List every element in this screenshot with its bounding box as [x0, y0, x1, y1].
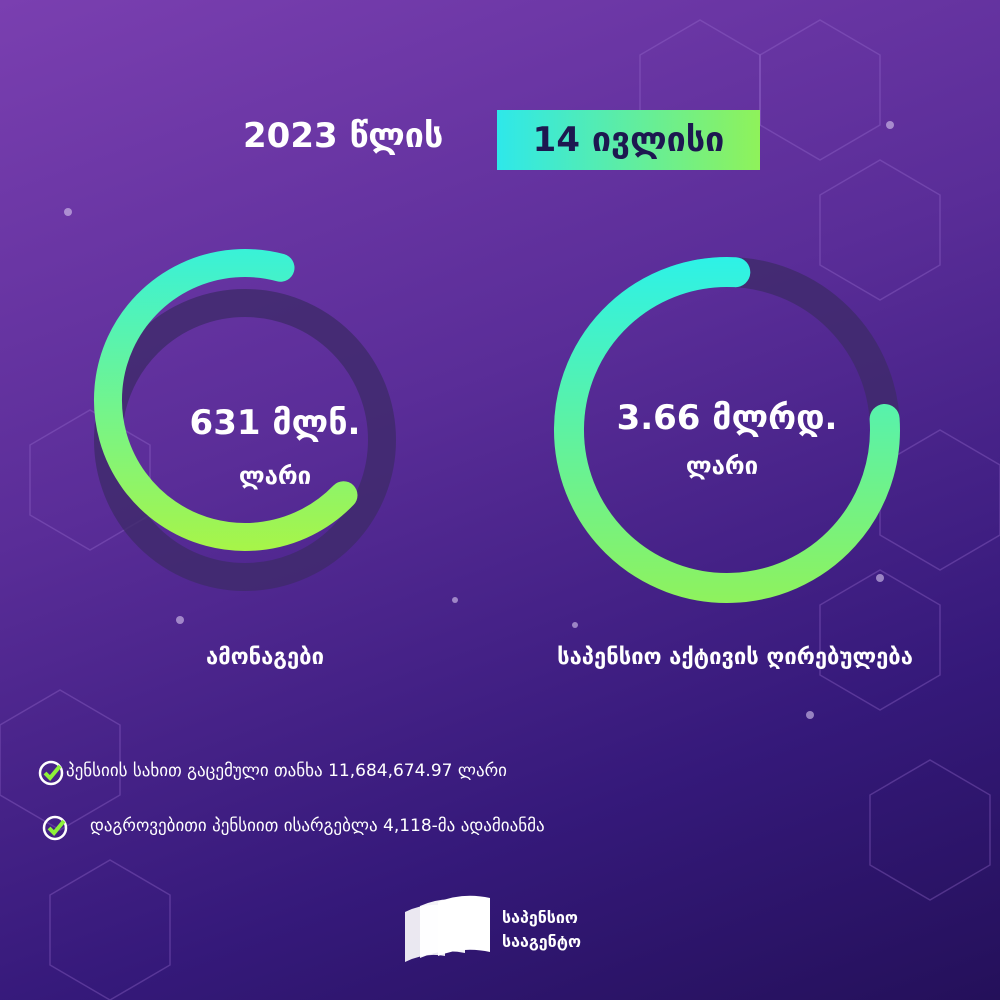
date-highlight: 14 ივლისი: [497, 110, 760, 170]
ring-currency: ლარი: [238, 462, 312, 490]
ring-currency: ლარი: [685, 452, 759, 480]
ring-amount: 631 მლნ.: [189, 403, 361, 443]
dots: [64, 121, 894, 719]
ring-amount: 3.66 მლრდ.: [616, 398, 838, 438]
logo-line: სააგენტო: [502, 932, 581, 951]
date-text: 14 ივლისი: [532, 120, 725, 160]
ring-progress: [554, 256, 900, 603]
logo-icon: [405, 895, 490, 962]
ring-label: საპენსიო აქტივის ღირებულება: [557, 645, 913, 670]
check-icon: [42, 815, 68, 841]
title-year: 2023 წლის: [243, 116, 444, 156]
bullet-text: დაგროვებითი პენსიით ისარგებლა 4,118-მა ა…: [90, 816, 545, 836]
logo-line: საპენსიო: [502, 908, 578, 927]
bullet-text: პენსიის სახით გაცემული თანხა 11,684,674.…: [66, 761, 507, 781]
check-icon: [38, 760, 64, 786]
hexagons: [0, 19, 1000, 1000]
ring-progress: [93, 249, 358, 551]
ring-label: ამონაგები: [206, 645, 324, 670]
